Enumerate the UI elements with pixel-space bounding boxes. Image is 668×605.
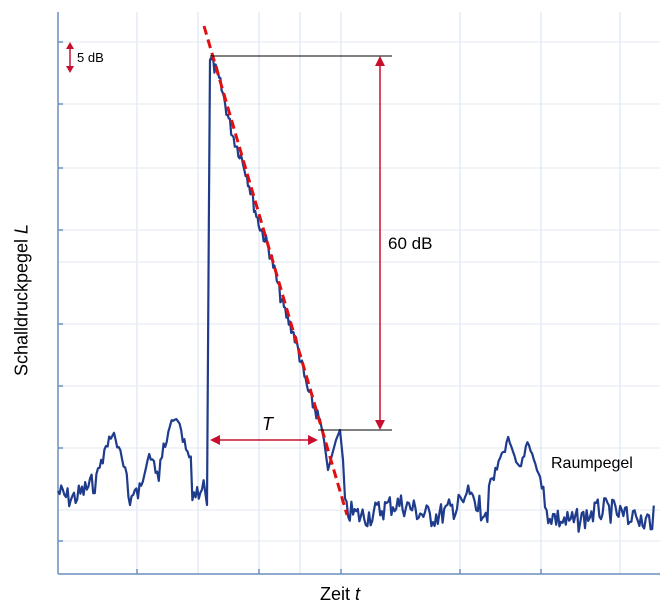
axes — [57, 12, 660, 575]
background-level-label: Raumpegel — [551, 455, 633, 472]
scale-bar — [66, 42, 74, 73]
reverberation-time-label: T — [262, 414, 273, 434]
level-drop-arrow — [375, 56, 385, 430]
signal-curve — [57, 56, 655, 533]
decay-slope-line — [202, 25, 349, 516]
axis-ticks — [58, 41, 542, 574]
reverberation-time-arrow — [210, 435, 318, 445]
y-axis-label: Schalldruckpegel L — [11, 223, 32, 377]
level-drop-label: 60 dB — [388, 234, 433, 253]
scale-bar-label: 5 dB — [77, 50, 104, 65]
x-axis-label: Zeit t — [320, 584, 361, 604]
grid-lines — [58, 12, 660, 574]
